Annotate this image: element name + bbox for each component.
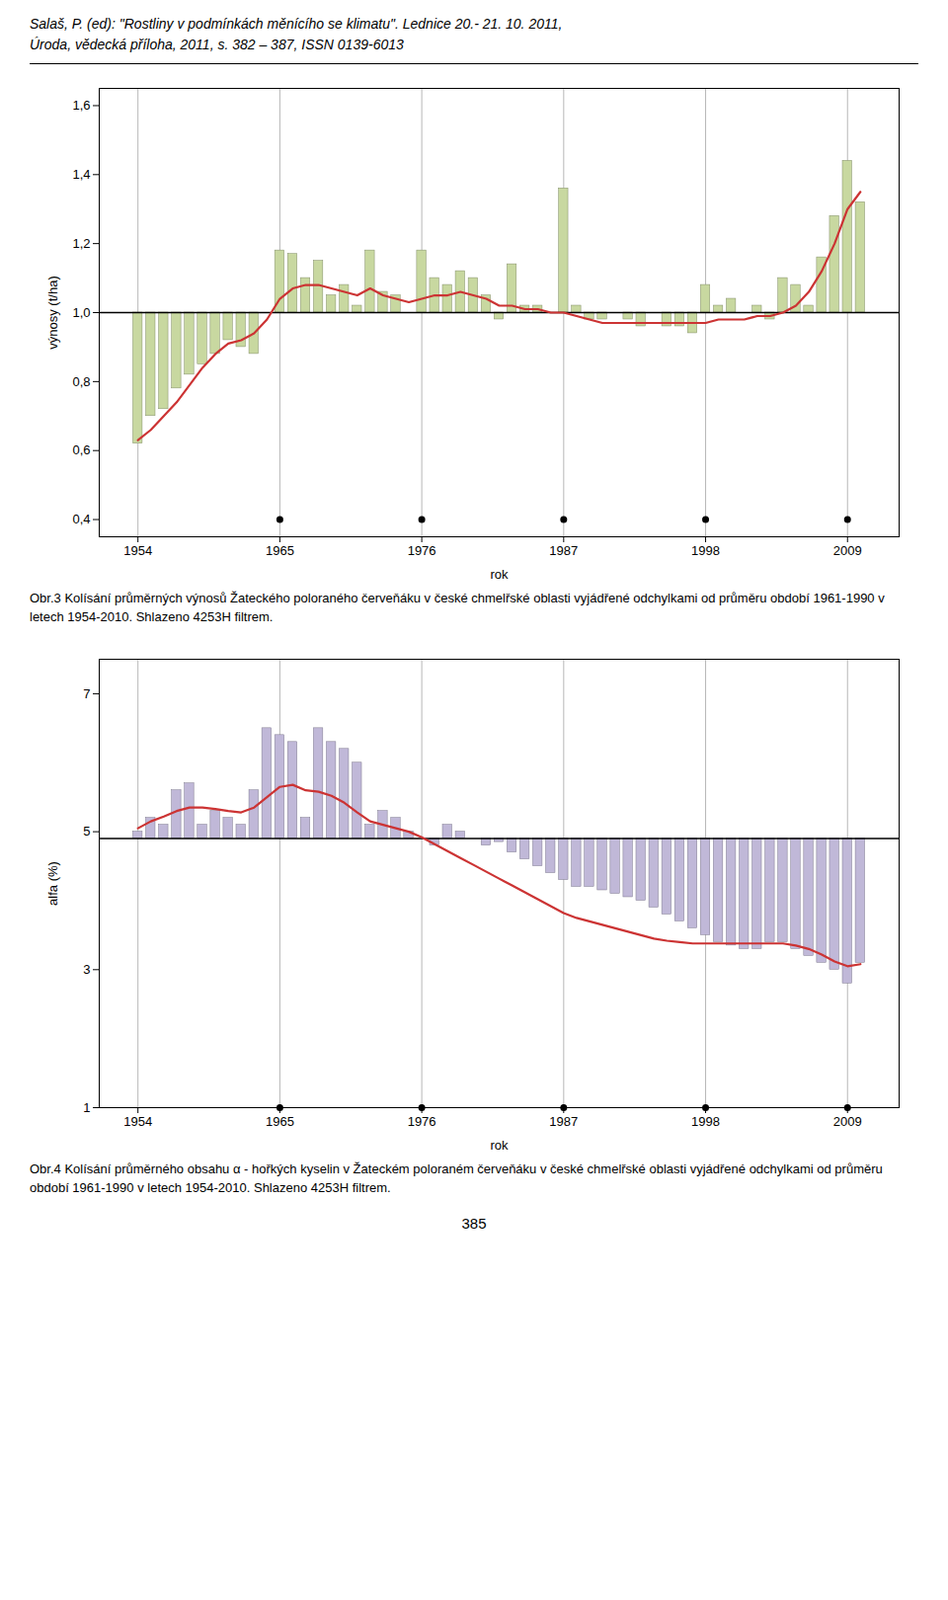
svg-text:rok: rok <box>489 1136 509 1152</box>
svg-text:1998: 1998 <box>691 543 720 558</box>
svg-text:1976: 1976 <box>407 543 437 558</box>
svg-text:výnosy (t/ha): výnosy (t/ha) <box>45 275 61 349</box>
svg-text:7: 7 <box>82 685 90 701</box>
svg-text:0,6: 0,6 <box>72 442 90 458</box>
svg-text:1,4: 1,4 <box>72 166 90 182</box>
svg-text:2009: 2009 <box>833 1112 863 1128</box>
svg-text:1976: 1976 <box>407 1112 437 1128</box>
svg-text:1954: 1954 <box>123 543 153 558</box>
svg-text:1: 1 <box>82 1099 90 1114</box>
svg-text:2009: 2009 <box>833 543 863 558</box>
html-text:Salaš, P. (ed): "Rostliny v po: Salaš, P. (ed): "Rostliny v podmínkách m… <box>29 15 563 32</box>
svg-text:1,0: 1,0 <box>72 305 90 320</box>
svg-text:0,4: 0,4 <box>72 511 90 527</box>
svg-text:rok: rok <box>489 566 509 582</box>
html-text:385: 385 <box>461 1215 487 1232</box>
html-text:Úroda, vědecká příloha, 2011,: Úroda, vědecká příloha, 2011, s. 382 – 3… <box>29 36 404 53</box>
svg-text:5: 5 <box>82 823 90 839</box>
svg-text:1,6: 1,6 <box>72 97 90 113</box>
svg-text:1987: 1987 <box>549 1112 578 1128</box>
html-text:Obr.4 Kolísání průměrného obsa: Obr.4 Kolísání průměrného obsahu α - hoř… <box>29 1161 883 1195</box>
svg-text:alfa (%): alfa (%) <box>45 861 61 906</box>
svg-text:1965: 1965 <box>265 543 295 558</box>
svg-text:1,2: 1,2 <box>72 236 90 251</box>
html-text:Obr.3 Kolísání průměrných výno: Obr.3 Kolísání průměrných výnosů Žatecké… <box>29 590 885 624</box>
svg-text:1965: 1965 <box>265 1112 295 1128</box>
svg-text:1998: 1998 <box>691 1112 720 1128</box>
svg-text:1954: 1954 <box>123 1112 153 1128</box>
svg-text:1987: 1987 <box>549 543 578 558</box>
svg-text:0,8: 0,8 <box>72 374 90 390</box>
svg-text:3: 3 <box>82 961 90 977</box>
